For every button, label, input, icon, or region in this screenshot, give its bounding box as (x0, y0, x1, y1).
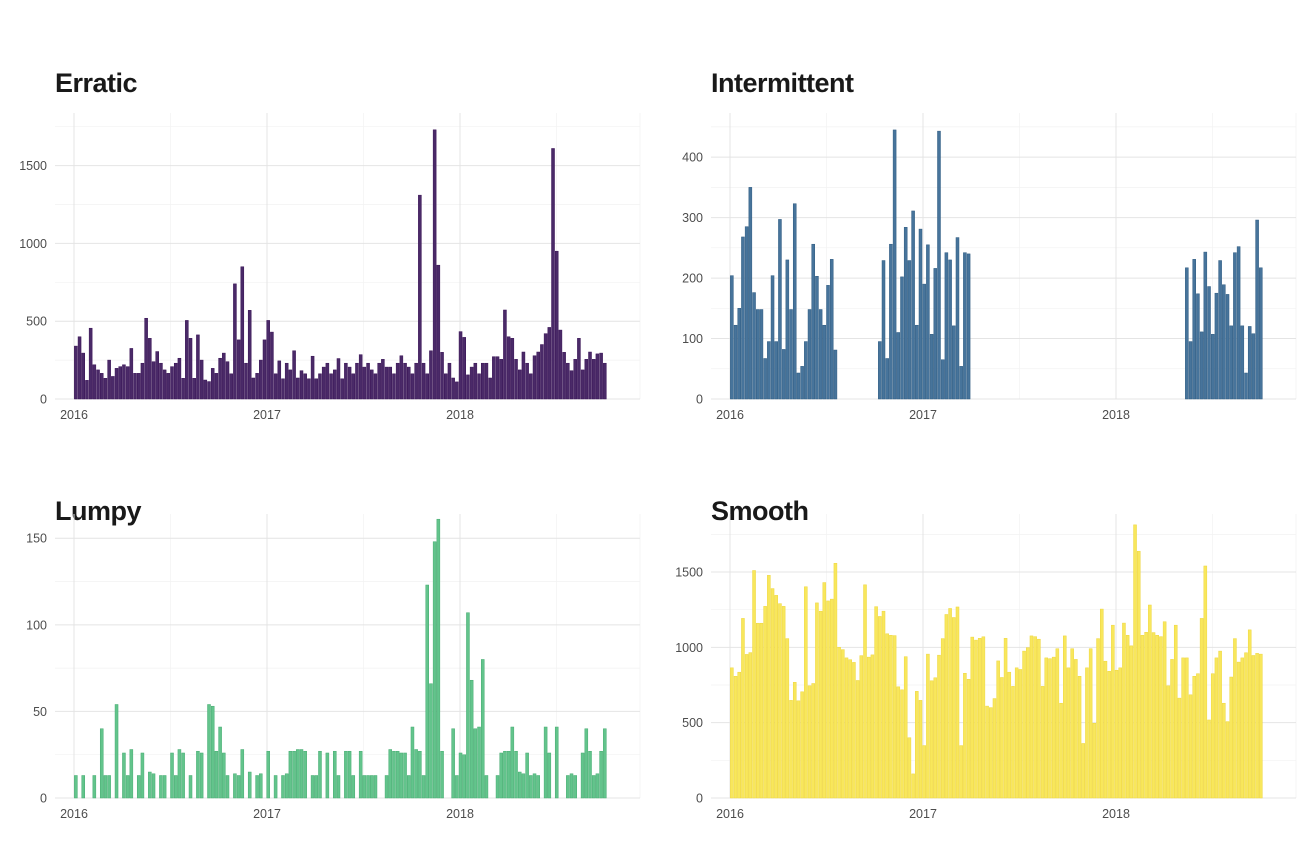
svg-text:2016: 2016 (60, 408, 88, 422)
bar-chart-erratic: 0 500 1000 1500 2016 2017 2018 (19, 113, 641, 422)
bar-chart-intermittent: 0 100 200 300 400 2016 2017 2018 (682, 113, 1297, 422)
svg-text:2018: 2018 (446, 807, 474, 821)
svg-text:1500: 1500 (675, 566, 703, 580)
svg-text:500: 500 (26, 315, 47, 329)
svg-text:2016: 2016 (60, 807, 88, 821)
svg-text:2017: 2017 (909, 807, 937, 821)
chart-title-intermittent: Intermittent (711, 68, 854, 98)
svg-text:2016: 2016 (716, 807, 744, 821)
panel-lumpy: Lumpy 0 50 100 150 2016 2017 2018 (0, 424, 656, 848)
svg-text:50: 50 (33, 705, 47, 719)
svg-text:2017: 2017 (253, 807, 281, 821)
panel-intermittent: Intermittent 0 100 200 300 400 2016 2017 2018 (656, 0, 1312, 424)
svg-text:2017: 2017 (909, 408, 937, 422)
chart-title-erratic: Erratic (55, 68, 138, 98)
bar-chart-lumpy: 0 50 100 150 2016 2017 2018 (26, 514, 641, 821)
svg-text:2018: 2018 (1102, 408, 1130, 422)
svg-text:300: 300 (682, 211, 703, 225)
svg-text:1500: 1500 (19, 159, 47, 173)
panel-smooth: Smooth 0 500 1000 1500 2016 2017 2018 (656, 424, 1312, 848)
svg-text:1000: 1000 (19, 237, 47, 251)
svg-text:0: 0 (696, 792, 703, 806)
svg-text:150: 150 (26, 532, 47, 546)
bar-chart-smooth: 0 500 1000 1500 2016 2017 2018 (675, 514, 1297, 821)
svg-text:200: 200 (682, 272, 703, 286)
svg-text:2018: 2018 (446, 408, 474, 422)
svg-text:400: 400 (682, 151, 703, 165)
svg-text:100: 100 (26, 618, 47, 632)
chart-title-lumpy: Lumpy (55, 496, 142, 526)
svg-text:500: 500 (682, 716, 703, 730)
svg-text:2017: 2017 (253, 408, 281, 422)
chart-title-smooth: Smooth (711, 496, 809, 526)
svg-text:0: 0 (40, 393, 47, 407)
svg-text:0: 0 (696, 393, 703, 407)
svg-text:2018: 2018 (1102, 807, 1130, 821)
svg-text:1000: 1000 (675, 641, 703, 655)
svg-text:100: 100 (682, 332, 703, 346)
panel-erratic: Erratic 0 500 1000 1500 2016 2017 2018 (0, 0, 656, 424)
svg-text:0: 0 (40, 792, 47, 806)
svg-text:2016: 2016 (716, 408, 744, 422)
